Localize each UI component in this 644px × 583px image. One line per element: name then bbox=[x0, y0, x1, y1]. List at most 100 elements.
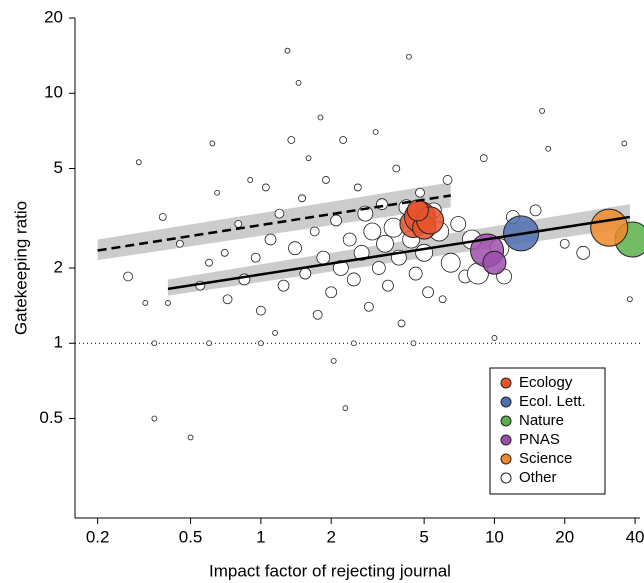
data-point bbox=[220, 248, 229, 257]
y-tick-label: 5 bbox=[54, 158, 63, 177]
data-point bbox=[257, 340, 264, 347]
data-point bbox=[626, 296, 633, 303]
data-point bbox=[353, 183, 362, 192]
data-point bbox=[397, 319, 406, 328]
data-point bbox=[392, 164, 401, 173]
data-point bbox=[342, 405, 349, 412]
data-point bbox=[158, 213, 167, 221]
data-point bbox=[322, 176, 330, 184]
data-point bbox=[376, 234, 394, 253]
data-point bbox=[406, 199, 429, 222]
legend-label: Other bbox=[519, 469, 557, 486]
y-tick-label: 2 bbox=[54, 257, 63, 276]
data-point bbox=[151, 415, 158, 422]
data-point bbox=[295, 80, 302, 86]
data-point bbox=[325, 286, 338, 299]
data-point bbox=[175, 239, 184, 248]
data-point bbox=[123, 271, 133, 282]
data-point bbox=[371, 261, 386, 275]
x-tick-label: 1 bbox=[256, 527, 265, 546]
x-tick-label: 5 bbox=[419, 527, 428, 546]
data-point bbox=[205, 258, 213, 267]
data-point bbox=[317, 114, 324, 121]
data-point bbox=[479, 154, 488, 163]
data-point bbox=[247, 177, 254, 183]
data-point bbox=[264, 233, 277, 246]
data-point bbox=[372, 129, 379, 135]
data-point bbox=[482, 250, 507, 275]
data-point bbox=[312, 309, 323, 320]
data-point bbox=[261, 183, 270, 192]
data-point bbox=[330, 358, 337, 364]
legend-marker bbox=[500, 415, 512, 427]
legend-label: Ecol. Lett. bbox=[519, 393, 586, 410]
data-point bbox=[187, 434, 194, 441]
data-point bbox=[284, 47, 291, 54]
data-point bbox=[222, 294, 233, 305]
data-point bbox=[353, 244, 370, 261]
data-point bbox=[590, 208, 629, 247]
data-point bbox=[410, 340, 417, 347]
data-point bbox=[346, 272, 361, 287]
y-tick-label: 20 bbox=[44, 7, 63, 26]
data-point bbox=[438, 295, 447, 304]
legend-marker bbox=[500, 453, 512, 465]
legend-marker bbox=[500, 472, 512, 484]
data-point bbox=[287, 136, 296, 144]
data-point bbox=[440, 252, 461, 273]
data-point bbox=[309, 226, 320, 237]
data-point bbox=[277, 279, 290, 292]
data-point bbox=[363, 301, 374, 312]
data-point bbox=[545, 145, 552, 152]
data-point bbox=[274, 208, 285, 219]
legend-label: PNAS bbox=[519, 431, 560, 448]
x-tick-label: 0.5 bbox=[179, 527, 203, 546]
x-tick-label: 40 bbox=[626, 527, 644, 546]
data-point bbox=[299, 267, 312, 280]
data-point bbox=[288, 241, 302, 256]
data-point bbox=[272, 330, 278, 336]
legend-label: Science bbox=[519, 450, 572, 467]
data-point bbox=[339, 136, 348, 144]
data-point bbox=[142, 300, 149, 306]
legend-marker bbox=[500, 434, 512, 446]
x-tick-label: 10 bbox=[485, 527, 504, 546]
data-point bbox=[408, 266, 423, 281]
legend-label: Ecology bbox=[519, 374, 573, 391]
data-point bbox=[450, 216, 467, 232]
legend-box bbox=[489, 367, 606, 495]
data-point bbox=[342, 232, 357, 247]
y-tick-label: 0.5 bbox=[39, 408, 63, 427]
data-point bbox=[316, 250, 331, 265]
data-point bbox=[214, 189, 221, 196]
confidence-band bbox=[97, 182, 451, 261]
y-tick-label: 10 bbox=[44, 83, 63, 102]
data-point bbox=[250, 252, 261, 263]
x-tick-label: 20 bbox=[555, 527, 574, 546]
x-tick-label: 2 bbox=[326, 527, 335, 546]
data-point bbox=[234, 220, 243, 228]
data-point bbox=[382, 279, 394, 292]
fit-line bbox=[167, 215, 631, 291]
data-point bbox=[332, 260, 349, 276]
fit-line bbox=[97, 194, 451, 252]
data-point bbox=[576, 245, 591, 260]
data-point bbox=[151, 340, 158, 347]
data-point bbox=[539, 108, 546, 114]
data-point bbox=[529, 204, 542, 217]
data-point bbox=[415, 187, 425, 198]
legend-marker bbox=[500, 396, 512, 408]
data-point bbox=[255, 305, 266, 316]
x-tick-label: 0.2 bbox=[86, 527, 110, 546]
legend-label: Nature bbox=[519, 412, 564, 429]
y-axis-label: Gatekeeping ratio bbox=[11, 201, 30, 335]
x-axis-label: Impact factor of rejecting journal bbox=[209, 561, 451, 580]
data-point bbox=[559, 238, 570, 249]
data-point bbox=[305, 155, 312, 162]
data-point bbox=[209, 140, 216, 147]
data-point bbox=[330, 214, 343, 227]
data-point bbox=[405, 53, 412, 60]
data-point bbox=[350, 340, 357, 347]
data-point bbox=[135, 159, 142, 166]
legend-marker bbox=[500, 377, 512, 389]
